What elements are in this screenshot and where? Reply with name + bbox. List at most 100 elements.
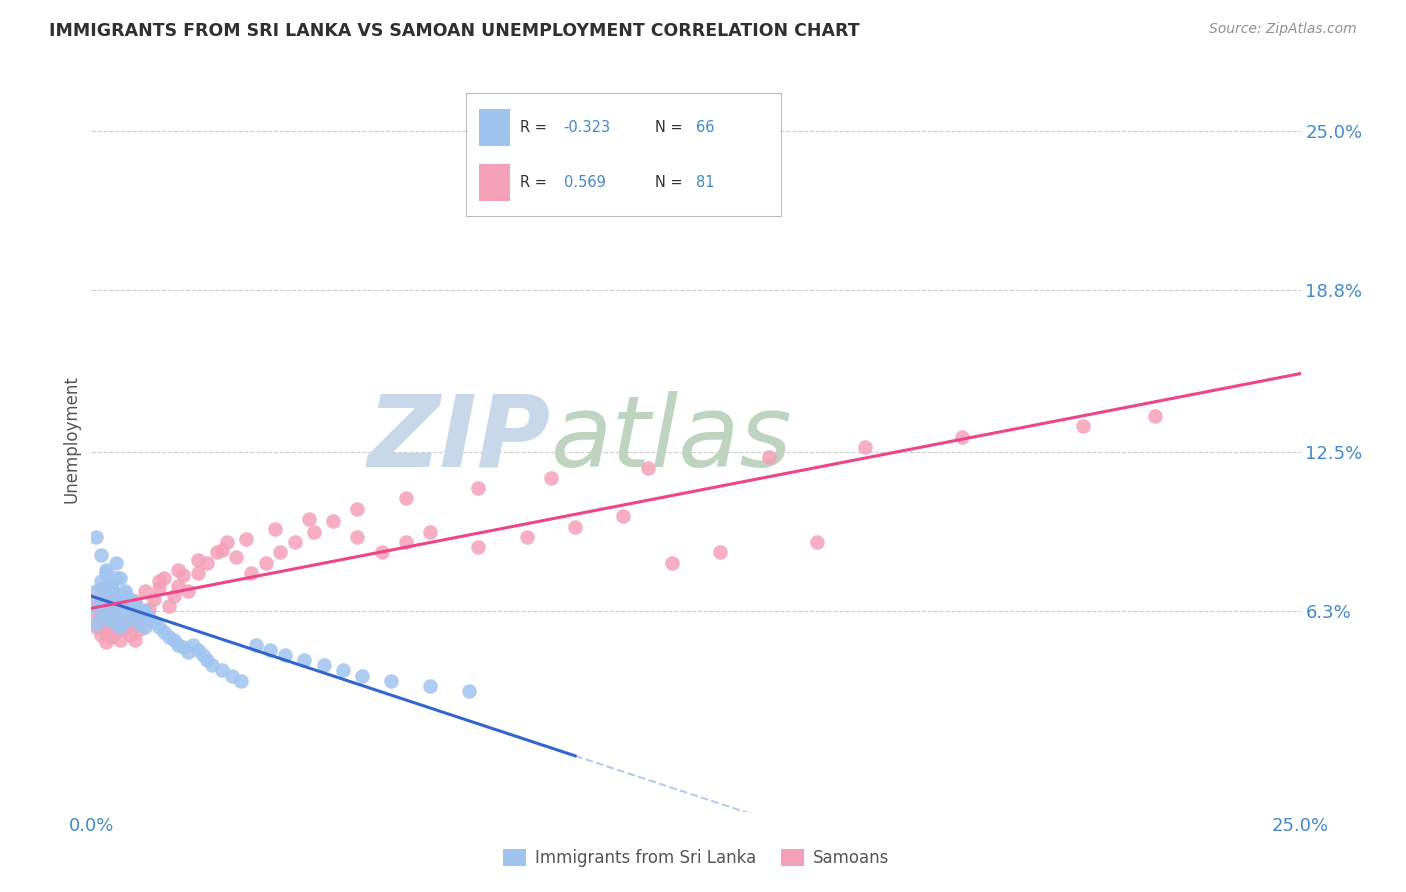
Point xyxy=(100,609,122,624)
Point xyxy=(950,430,973,444)
Point xyxy=(540,471,562,485)
Point xyxy=(283,535,305,549)
Point xyxy=(167,563,190,577)
Point xyxy=(467,481,489,495)
Point xyxy=(177,583,200,598)
Point xyxy=(120,612,142,626)
Point xyxy=(128,617,150,632)
Point xyxy=(84,530,107,544)
Point xyxy=(134,612,156,626)
Text: Source: ZipAtlas.com: Source: ZipAtlas.com xyxy=(1209,22,1357,37)
Point xyxy=(90,597,112,611)
Point xyxy=(128,602,150,616)
Point xyxy=(110,604,132,618)
Point xyxy=(124,612,146,626)
Point xyxy=(104,571,127,585)
Point xyxy=(153,571,176,585)
Point xyxy=(370,545,392,559)
Point xyxy=(254,556,277,570)
Point xyxy=(157,630,180,644)
Point xyxy=(143,615,166,629)
Point xyxy=(467,540,489,554)
Point xyxy=(148,582,170,596)
Point xyxy=(84,620,107,634)
Point xyxy=(211,664,233,678)
Point xyxy=(104,602,127,616)
Point xyxy=(181,638,204,652)
Point xyxy=(143,591,166,606)
Point xyxy=(419,524,441,539)
Point xyxy=(395,491,418,506)
Point xyxy=(90,612,112,626)
Point xyxy=(110,632,132,647)
Text: ZIP: ZIP xyxy=(368,391,551,488)
Point xyxy=(104,586,127,600)
Text: IMMIGRANTS FROM SRI LANKA VS SAMOAN UNEMPLOYMENT CORRELATION CHART: IMMIGRANTS FROM SRI LANKA VS SAMOAN UNEM… xyxy=(49,22,860,40)
Point xyxy=(94,566,117,580)
Point xyxy=(172,568,194,582)
Point xyxy=(100,630,122,644)
Point xyxy=(100,579,122,593)
Legend: Immigrants from Sri Lanka, Samoans: Immigrants from Sri Lanka, Samoans xyxy=(496,843,896,874)
Point xyxy=(100,599,122,614)
Point xyxy=(114,607,136,621)
Point xyxy=(167,638,190,652)
Point xyxy=(245,638,267,652)
Point xyxy=(322,515,344,529)
Point xyxy=(114,623,136,637)
Point xyxy=(264,522,287,536)
Point xyxy=(1144,409,1167,424)
Point xyxy=(201,658,224,673)
Point xyxy=(138,609,160,624)
Point xyxy=(516,530,538,544)
Point xyxy=(90,627,112,641)
Point xyxy=(94,597,117,611)
Point xyxy=(162,589,184,603)
Point xyxy=(110,620,132,634)
Point xyxy=(231,673,253,688)
Point xyxy=(94,604,117,618)
Point xyxy=(148,574,170,588)
Point xyxy=(172,640,194,655)
Point xyxy=(153,624,176,639)
Point xyxy=(100,594,122,608)
Point xyxy=(157,599,180,614)
Point xyxy=(124,594,146,608)
Point xyxy=(110,617,132,632)
Point xyxy=(148,620,170,634)
Point xyxy=(167,579,190,593)
Point xyxy=(128,623,150,637)
Point xyxy=(758,450,780,465)
Point xyxy=(124,617,146,632)
Point xyxy=(120,607,142,621)
Y-axis label: Unemployment: Unemployment xyxy=(62,376,80,503)
Point xyxy=(120,627,142,641)
Point xyxy=(806,535,828,549)
Point xyxy=(240,566,263,580)
Point xyxy=(94,624,117,639)
Point xyxy=(84,591,107,606)
Point xyxy=(124,597,146,611)
Point xyxy=(709,545,731,559)
Text: atlas: atlas xyxy=(551,391,793,488)
Point xyxy=(853,440,876,454)
Point xyxy=(104,556,127,570)
Point xyxy=(235,533,257,547)
Point xyxy=(564,519,586,533)
Point xyxy=(114,599,136,614)
Point xyxy=(205,545,228,559)
Point xyxy=(114,615,136,629)
Point xyxy=(90,582,112,596)
Point xyxy=(187,566,209,580)
Point xyxy=(187,553,209,567)
Point xyxy=(100,615,122,629)
Point xyxy=(332,664,354,678)
Point xyxy=(162,632,184,647)
Point xyxy=(298,512,321,526)
Point xyxy=(612,509,634,524)
Point xyxy=(104,617,127,632)
Point xyxy=(84,607,107,621)
Point xyxy=(259,643,281,657)
Point xyxy=(346,530,368,544)
Point xyxy=(352,668,374,682)
